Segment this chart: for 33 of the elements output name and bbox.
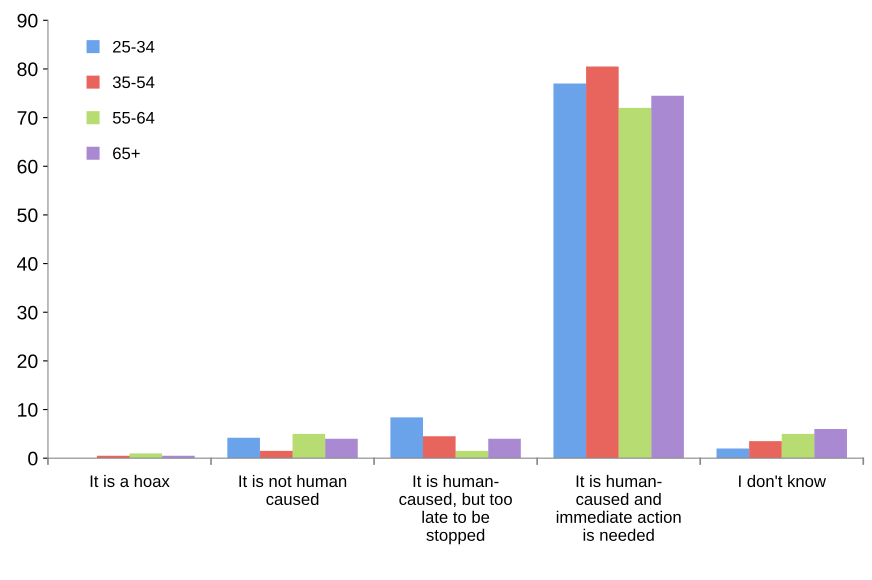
y-tick-label: 50: [17, 208, 38, 222]
legend-label: 35-54: [112, 76, 154, 88]
x-tick-label: I don't know: [739, 474, 826, 488]
x-tick-label: It is a hoax: [90, 474, 170, 488]
y-tick-label: 60: [18, 160, 38, 174]
legend-label: 65+: [113, 147, 140, 160]
bar: [488, 438, 521, 458]
x-tick-label: It is human-caused, but too late to be stopped: [399, 474, 512, 544]
y-tick-label: 30: [17, 306, 38, 320]
y-tick-label: 0: [28, 452, 38, 466]
bar: [618, 108, 652, 458]
bar: [749, 441, 782, 458]
legend-label: 55-64: [112, 112, 154, 124]
bar: [651, 96, 684, 458]
bar: [782, 434, 814, 458]
y-tick-label: 20: [18, 354, 38, 368]
y-tick-label: 40: [17, 257, 38, 271]
bar: [814, 429, 847, 458]
bar: [390, 417, 424, 458]
bar: [325, 438, 358, 458]
y-tick-label: 80: [17, 62, 38, 76]
bar: [586, 66, 619, 458]
bar: [553, 84, 586, 458]
x-tick-label: It is human-caused and immediate action is needed: [556, 474, 681, 541]
bar: [423, 436, 456, 458]
x-tick-label: It is not human caused: [239, 474, 346, 506]
bar: [227, 438, 260, 458]
y-tick-label: 70: [18, 111, 38, 125]
bar: [292, 434, 326, 458]
legend-label: 25-34: [113, 40, 154, 53]
y-tick-label: 10: [18, 403, 38, 417]
y-tick-label: 90: [18, 14, 38, 28]
bar: [716, 448, 750, 458]
